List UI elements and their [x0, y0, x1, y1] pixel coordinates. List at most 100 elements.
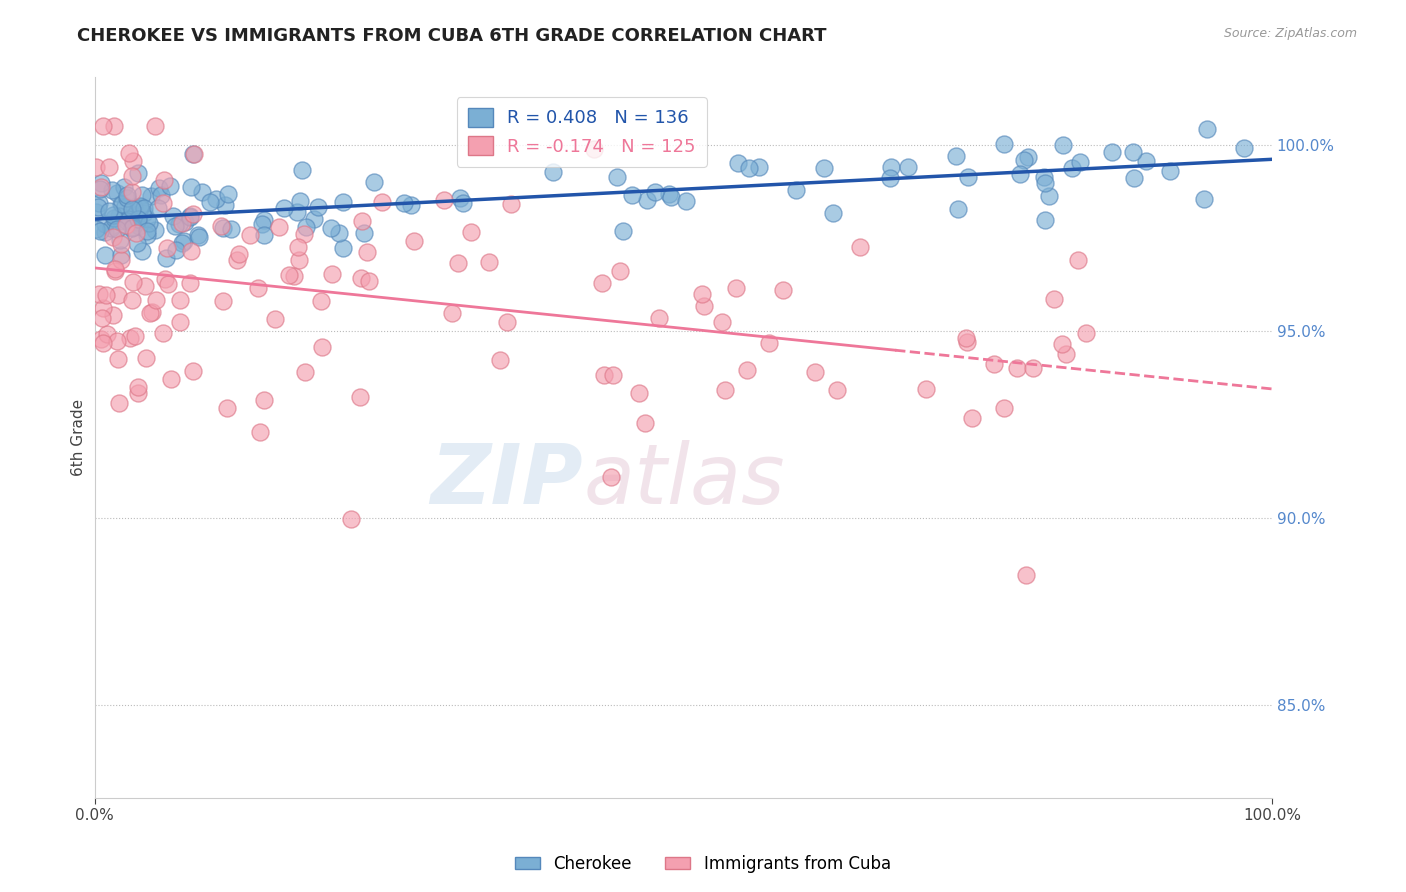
Text: atlas: atlas — [583, 441, 785, 522]
Point — [90, 180, 112, 194]
Point — [441, 306, 464, 320]
Point — [87, 287, 110, 301]
Point — [1060, 161, 1083, 175]
Point — [328, 227, 350, 241]
Point — [209, 219, 232, 233]
Point — [180, 180, 202, 194]
Point — [104, 262, 127, 277]
Point — [897, 160, 920, 174]
Point — [849, 240, 872, 254]
Point — [179, 277, 201, 291]
Point — [114, 199, 136, 213]
Point — [945, 149, 967, 163]
Point — [353, 227, 375, 241]
Point — [93, 301, 115, 315]
Point — [139, 306, 162, 320]
Point — [758, 336, 780, 351]
Point — [636, 193, 658, 207]
Point — [156, 241, 179, 255]
Point — [648, 311, 671, 326]
Point — [785, 183, 807, 197]
Point — [956, 335, 979, 350]
Point — [1159, 163, 1181, 178]
Point — [212, 221, 235, 235]
Point — [132, 206, 155, 220]
Text: ZIP: ZIP — [430, 441, 583, 522]
Point — [879, 160, 901, 174]
Point — [146, 201, 169, 215]
Text: Source: ZipAtlas.com: Source: ZipAtlas.com — [1223, 27, 1357, 40]
Point — [125, 226, 148, 240]
Point — [620, 188, 643, 202]
Point — [304, 212, 326, 227]
Point — [285, 204, 308, 219]
Point — [165, 243, 187, 257]
Point — [1017, 150, 1039, 164]
Point — [955, 331, 977, 345]
Point — [112, 180, 135, 194]
Point — [110, 248, 132, 262]
Point — [1033, 176, 1056, 190]
Point — [122, 220, 145, 235]
Point — [180, 244, 202, 258]
Point — [277, 268, 299, 283]
Point — [288, 194, 311, 209]
Point — [283, 268, 305, 283]
Point — [1122, 145, 1144, 160]
Point — [1101, 145, 1123, 160]
Point — [129, 201, 152, 215]
Point — [727, 156, 749, 170]
Point — [111, 196, 134, 211]
Point — [399, 197, 422, 211]
Point — [198, 194, 221, 209]
Point — [813, 161, 835, 175]
Point — [219, 221, 242, 235]
Point — [339, 512, 361, 526]
Point — [350, 214, 373, 228]
Point — [451, 195, 474, 210]
Point — [150, 188, 173, 202]
Point — [91, 119, 114, 133]
Point — [86, 204, 108, 219]
Point — [110, 197, 132, 211]
Point — [212, 293, 235, 308]
Point — [179, 209, 201, 223]
Point — [136, 224, 159, 238]
Point — [644, 186, 666, 200]
Point — [104, 264, 127, 278]
Point — [135, 211, 157, 226]
Point — [1050, 337, 1073, 351]
Point — [187, 228, 209, 243]
Point — [215, 401, 238, 415]
Point — [738, 161, 761, 175]
Point — [105, 334, 128, 348]
Point — [145, 293, 167, 307]
Point — [110, 237, 132, 252]
Point — [1054, 347, 1077, 361]
Point — [1135, 154, 1157, 169]
Point — [181, 364, 204, 378]
Point — [228, 247, 250, 261]
Point — [157, 277, 180, 291]
Point — [90, 176, 112, 190]
Point — [141, 305, 163, 319]
Point — [371, 195, 394, 210]
Point — [349, 391, 371, 405]
Point — [169, 293, 191, 308]
Point — [93, 218, 115, 232]
Point — [1021, 361, 1043, 376]
Point — [226, 252, 249, 267]
Point — [101, 208, 124, 222]
Point — [264, 312, 287, 326]
Point — [107, 288, 129, 302]
Point — [121, 169, 143, 183]
Point — [1043, 292, 1066, 306]
Point — [724, 281, 747, 295]
Point — [612, 224, 634, 238]
Point — [311, 340, 333, 354]
Point — [120, 331, 142, 345]
Point — [1015, 567, 1038, 582]
Point — [179, 211, 201, 225]
Point — [124, 208, 146, 222]
Point — [292, 227, 315, 242]
